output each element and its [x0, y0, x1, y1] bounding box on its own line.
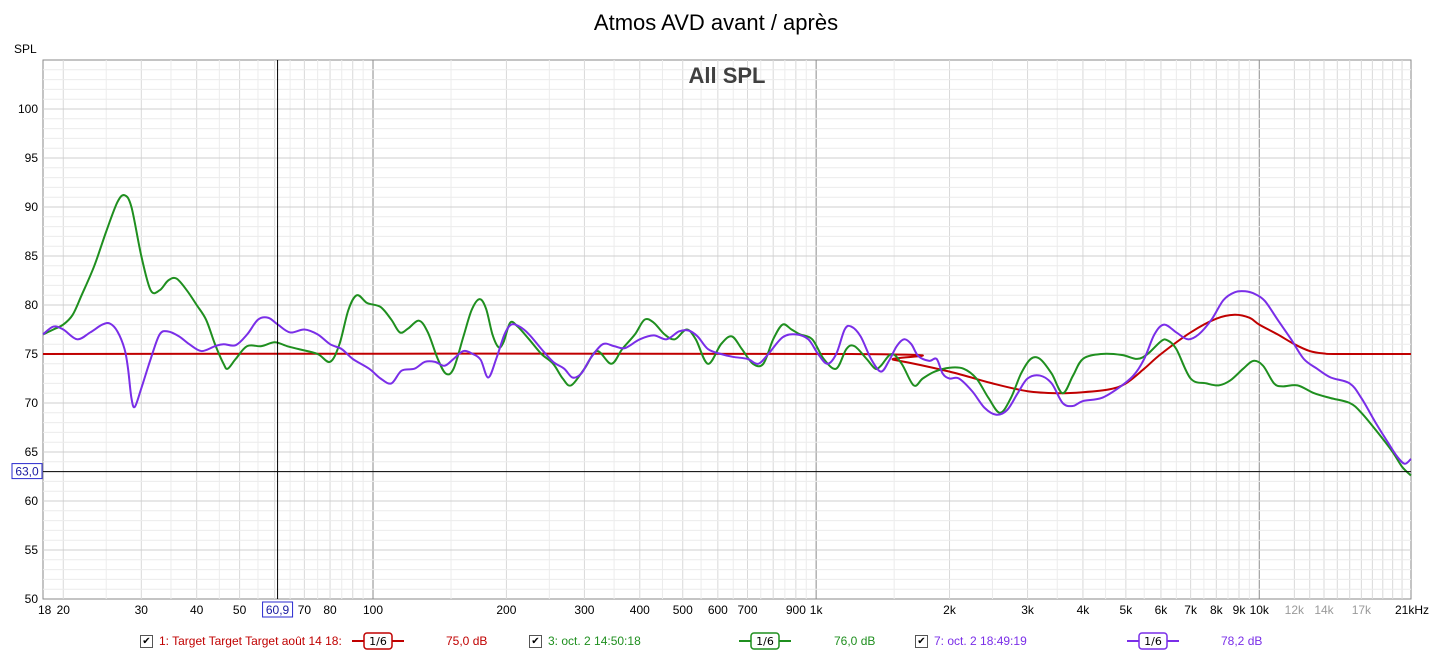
x-tick-label: 3k — [1021, 603, 1035, 617]
series-lines — [42, 194, 1412, 477]
legend-label: 7: oct. 2 18:49:19 — [934, 634, 1027, 648]
x-tick-label: 100 — [363, 603, 383, 617]
x-tick-label: 30 — [135, 603, 149, 617]
cursor[interactable] — [43, 60, 1411, 599]
x-tick-label: 50 — [233, 603, 247, 617]
legend-level-target: 75,0 dB — [446, 634, 488, 648]
x-tick-label: 2k — [943, 603, 957, 617]
x-tick-label: 40 — [190, 603, 204, 617]
x-tick-label: 70 — [298, 603, 312, 617]
x-tick-label: 400 — [630, 603, 650, 617]
x-tick-label: 21kHz — [1395, 603, 1429, 617]
legend-item-target[interactable]: ✔ 1: Target Target Target août 14 18: — [140, 630, 342, 652]
x-tick-label: 7k — [1184, 603, 1198, 617]
y-tick-label: 100 — [18, 102, 38, 116]
y-tick-label: 80 — [25, 298, 39, 312]
y-tick-label: 55 — [25, 543, 39, 557]
y-tick-label: 85 — [25, 249, 39, 263]
x-tick-label: 14k — [1314, 603, 1334, 617]
y-tick-label: 95 — [25, 151, 39, 165]
x-tick-label: 80 — [323, 603, 337, 617]
x-tick-label: 5k — [1120, 603, 1134, 617]
x-tick-label: 18 — [38, 603, 52, 617]
x-axis: 18 20 30 40 50 70 80 100 200 300 400 500 600 700 900 1k… — [38, 601, 1429, 618]
x-tick-label: 1k — [810, 603, 824, 617]
x-tick-label: 700 — [737, 603, 757, 617]
y-axis-label: SPL — [14, 42, 37, 56]
legend-label: 3: oct. 2 14:50:18 — [548, 634, 641, 648]
cursor-y-readout: 63,0 — [15, 465, 39, 479]
x-tick-label: 9k — [1233, 603, 1247, 617]
legend: ✔ 1: Target Target Target août 14 18: 1/… — [0, 630, 1433, 652]
chart-title: Atmos AVD avant / après — [594, 10, 838, 35]
series-line-3 — [42, 290, 1412, 465]
x-tick-label: 300 — [574, 603, 594, 617]
legend-label: 1: Target Target Target août 14 18: — [159, 634, 342, 648]
x-tick-label: 10k — [1250, 603, 1270, 617]
plot-subtitle: All SPL — [688, 63, 765, 88]
legend-item-oct2-1450[interactable]: ✔ 3: oct. 2 14:50:18 — [529, 630, 641, 652]
legend-level-oct2-1450: 76,0 dB — [834, 634, 876, 648]
checkbox-icon[interactable]: ✔ — [529, 634, 542, 648]
x-tick-label: 17k — [1352, 603, 1372, 617]
legend-swatch-target: 1/6 — [352, 632, 404, 650]
checkbox-icon[interactable]: ✔ — [140, 634, 153, 648]
checkbox-icon[interactable]: ✔ — [915, 634, 928, 648]
x-tick-label: 4k — [1077, 603, 1091, 617]
y-tick-label: 90 — [25, 200, 39, 214]
smoothing-label: 1/6 — [1144, 635, 1162, 648]
x-tick-label: 6k — [1155, 603, 1169, 617]
x-tick-label: 600 — [708, 603, 728, 617]
y-tick-label: 65 — [25, 445, 39, 459]
y-tick-label: 50 — [25, 592, 39, 606]
x-tick-label: 500 — [673, 603, 693, 617]
cursor-x-readout-box[interactable] — [262, 601, 294, 618]
cursor-y-readout-box[interactable] — [11, 463, 43, 480]
legend-level-oct2-1849: 78,2 dB — [1221, 634, 1263, 648]
cursor-x-readout: 60,9 — [266, 603, 290, 617]
legend-swatch-oct2-1450: 1/6 — [739, 632, 791, 650]
y-tick-label: 60 — [25, 494, 39, 508]
plot-area — [42, 59, 1412, 600]
x-tick-label: 200 — [496, 603, 516, 617]
legend-swatch-oct2-1849: 1/6 — [1127, 632, 1179, 650]
x-tick-label: 900 — [786, 603, 806, 617]
legend-item-oct2-1849[interactable]: ✔ 7: oct. 2 18:49:19 — [915, 630, 1027, 652]
x-tick-label: 8k — [1210, 603, 1224, 617]
x-tick-label: 20 — [57, 603, 71, 617]
smoothing-label: 1/6 — [369, 635, 387, 648]
y-axis: 50 55 60 65 70 75 80 85 90 95 100 63,0 — [11, 102, 43, 606]
y-tick-label: 70 — [25, 396, 39, 410]
y-tick-label: 75 — [25, 347, 39, 361]
x-tick-label: 12k — [1285, 603, 1305, 617]
smoothing-label: 1/6 — [756, 635, 774, 648]
